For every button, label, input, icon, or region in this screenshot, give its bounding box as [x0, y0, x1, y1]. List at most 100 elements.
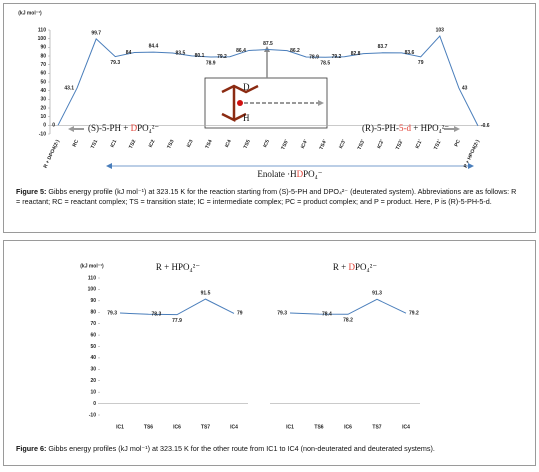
data-label: 77.9 — [172, 318, 182, 324]
data-label: 83.6 — [405, 50, 415, 56]
figure-6-panel — [3, 240, 536, 466]
y-tick-label: 110 — [88, 275, 96, 281]
y-tick-label: 20 — [40, 105, 46, 111]
data-label: 83.7 — [378, 44, 388, 50]
data-label: 78.2 — [343, 318, 353, 324]
chart-title-part: R + — [333, 262, 349, 272]
y-tick-label: 90 — [40, 45, 46, 51]
y-tick-label: 50 — [90, 344, 96, 350]
data-label: -0.6 — [481, 123, 490, 129]
x-tick-label: IC3' — [338, 139, 347, 150]
data-label: 80.1 — [195, 53, 205, 59]
y-tick-label: -10 — [89, 412, 96, 418]
y-tick-label: 20 — [90, 378, 96, 384]
y-tick-label: 40 — [90, 355, 96, 361]
inset — [204, 77, 328, 129]
atom — [237, 100, 243, 106]
annotation-left-part: (S)-5-PH + — [88, 123, 131, 133]
chart-title: R + DPO₄²⁻ — [333, 262, 377, 272]
y-tick-label: 30 — [40, 97, 46, 103]
caption-label: Figure 6: — [16, 444, 47, 453]
x-tick-label: IC4' — [300, 139, 309, 150]
x-tick-label: IC4 — [224, 139, 233, 149]
data-label: 86.4 — [236, 48, 246, 54]
data-label: 91.3 — [372, 291, 382, 297]
y-tick-label: 0 — [93, 401, 96, 407]
chart-title: R + HPO₄²⁻ — [156, 262, 200, 272]
y-tick-label: 60 — [90, 332, 96, 338]
y-tick-label: 60 — [40, 71, 46, 77]
data-label: 79 — [237, 311, 243, 317]
data-label: 79.2 — [409, 310, 419, 316]
inset-label: D — [243, 82, 250, 92]
x-tick-label: TS1' — [433, 139, 443, 151]
data-label: 78.9 — [309, 54, 319, 60]
x-tick-label: IC2 — [148, 139, 157, 149]
data-label: 86.2 — [290, 48, 300, 54]
x-tick-label: P + HPO4(2-) — [463, 139, 481, 169]
x-tick-label: PC — [454, 139, 463, 148]
y-tick-label: 50 — [40, 79, 46, 85]
data-label: 79.3 — [107, 310, 117, 316]
data-label: 78.3 — [152, 312, 162, 318]
annotation-bottom-part: D — [297, 169, 304, 179]
x-tick-label: TS4 — [204, 139, 213, 150]
data-label: 87.5 — [263, 41, 273, 47]
y-tick-label: 100 — [88, 287, 97, 293]
x-tick-label: IC6 — [344, 424, 352, 430]
x-tick-label: TS5 — [243, 139, 252, 150]
x-tick-label: IC5 — [262, 139, 271, 149]
inset-label: H — [243, 113, 250, 123]
x-tick-label: RC — [72, 139, 81, 148]
annotation-left-part: D — [131, 123, 138, 133]
data-label: 0 — [52, 123, 55, 129]
arrow-right — [444, 126, 460, 132]
y-tick-label: 90 — [90, 298, 96, 304]
y-tick-label: -10 — [39, 131, 46, 137]
x-tick-label: IC4 — [230, 424, 238, 430]
x-tick-label: TS1 — [90, 139, 99, 150]
annotation-left: (S)-5-PH + DPO₄²⁻ — [88, 123, 159, 133]
data-label: 79.3 — [110, 60, 120, 66]
annotation-bottom-part: PO₄⁻ — [303, 169, 323, 179]
data-label: 79.2 — [217, 54, 227, 60]
x-tick-label: IC3 — [186, 139, 195, 149]
annotation-bottom-part: Enolate ·H — [257, 169, 297, 179]
x-tick-label: IC1 — [116, 424, 124, 430]
caption-text: Gibbs energy profile (kJ mol⁻¹) at 323.1… — [16, 187, 517, 206]
x-tick-label: TS5' — [280, 139, 290, 151]
molecule-bond — [233, 112, 247, 122]
x-tick-label: IC4 — [402, 424, 410, 430]
x-tick-label: IC2' — [376, 139, 385, 150]
y-tick-label: 10 — [90, 389, 96, 395]
data-label: 84 — [126, 50, 132, 56]
annotation-right-part: 5-d — [399, 123, 411, 133]
annotation-right: (R)-5-PH-5-d + HPO₄²⁻ — [362, 123, 449, 133]
series-line — [289, 298, 407, 315]
data-label: 83.5 — [176, 50, 186, 56]
data-label: 91.5 — [201, 290, 211, 296]
x-tick-label: IC1' — [414, 139, 423, 150]
y-tick-label: 70 — [40, 62, 46, 68]
data-label: 82.8 — [351, 51, 361, 57]
data-label: 79 — [418, 60, 424, 66]
data-label: 78.9 — [206, 60, 216, 66]
arrow-head — [318, 100, 324, 106]
data-label: 99.7 — [91, 30, 101, 36]
y-axis-label: (kJ mol⁻¹) — [18, 10, 42, 16]
y-tick-label: 100 — [38, 36, 47, 42]
y-tick-label: 40 — [40, 88, 46, 94]
x-tick-label: IC6 — [173, 424, 181, 430]
data-label: 79.2 — [332, 54, 342, 60]
data-label: 43.1 — [64, 85, 74, 91]
annotation-right-part: (R)-5-PH- — [362, 123, 399, 133]
annotation-bottom: Enolate ·HDPO₄⁻ — [257, 169, 322, 179]
y-tick-label: 80 — [90, 310, 96, 316]
x-tick-label: TS2 — [128, 139, 137, 150]
y-tick-label: 10 — [40, 114, 46, 120]
data-label: 43 — [462, 85, 468, 91]
x-tick-label: TS7 — [201, 424, 210, 430]
chart-title-part: PO₄²⁻ — [355, 262, 377, 272]
y-tick-label: 70 — [90, 321, 96, 327]
